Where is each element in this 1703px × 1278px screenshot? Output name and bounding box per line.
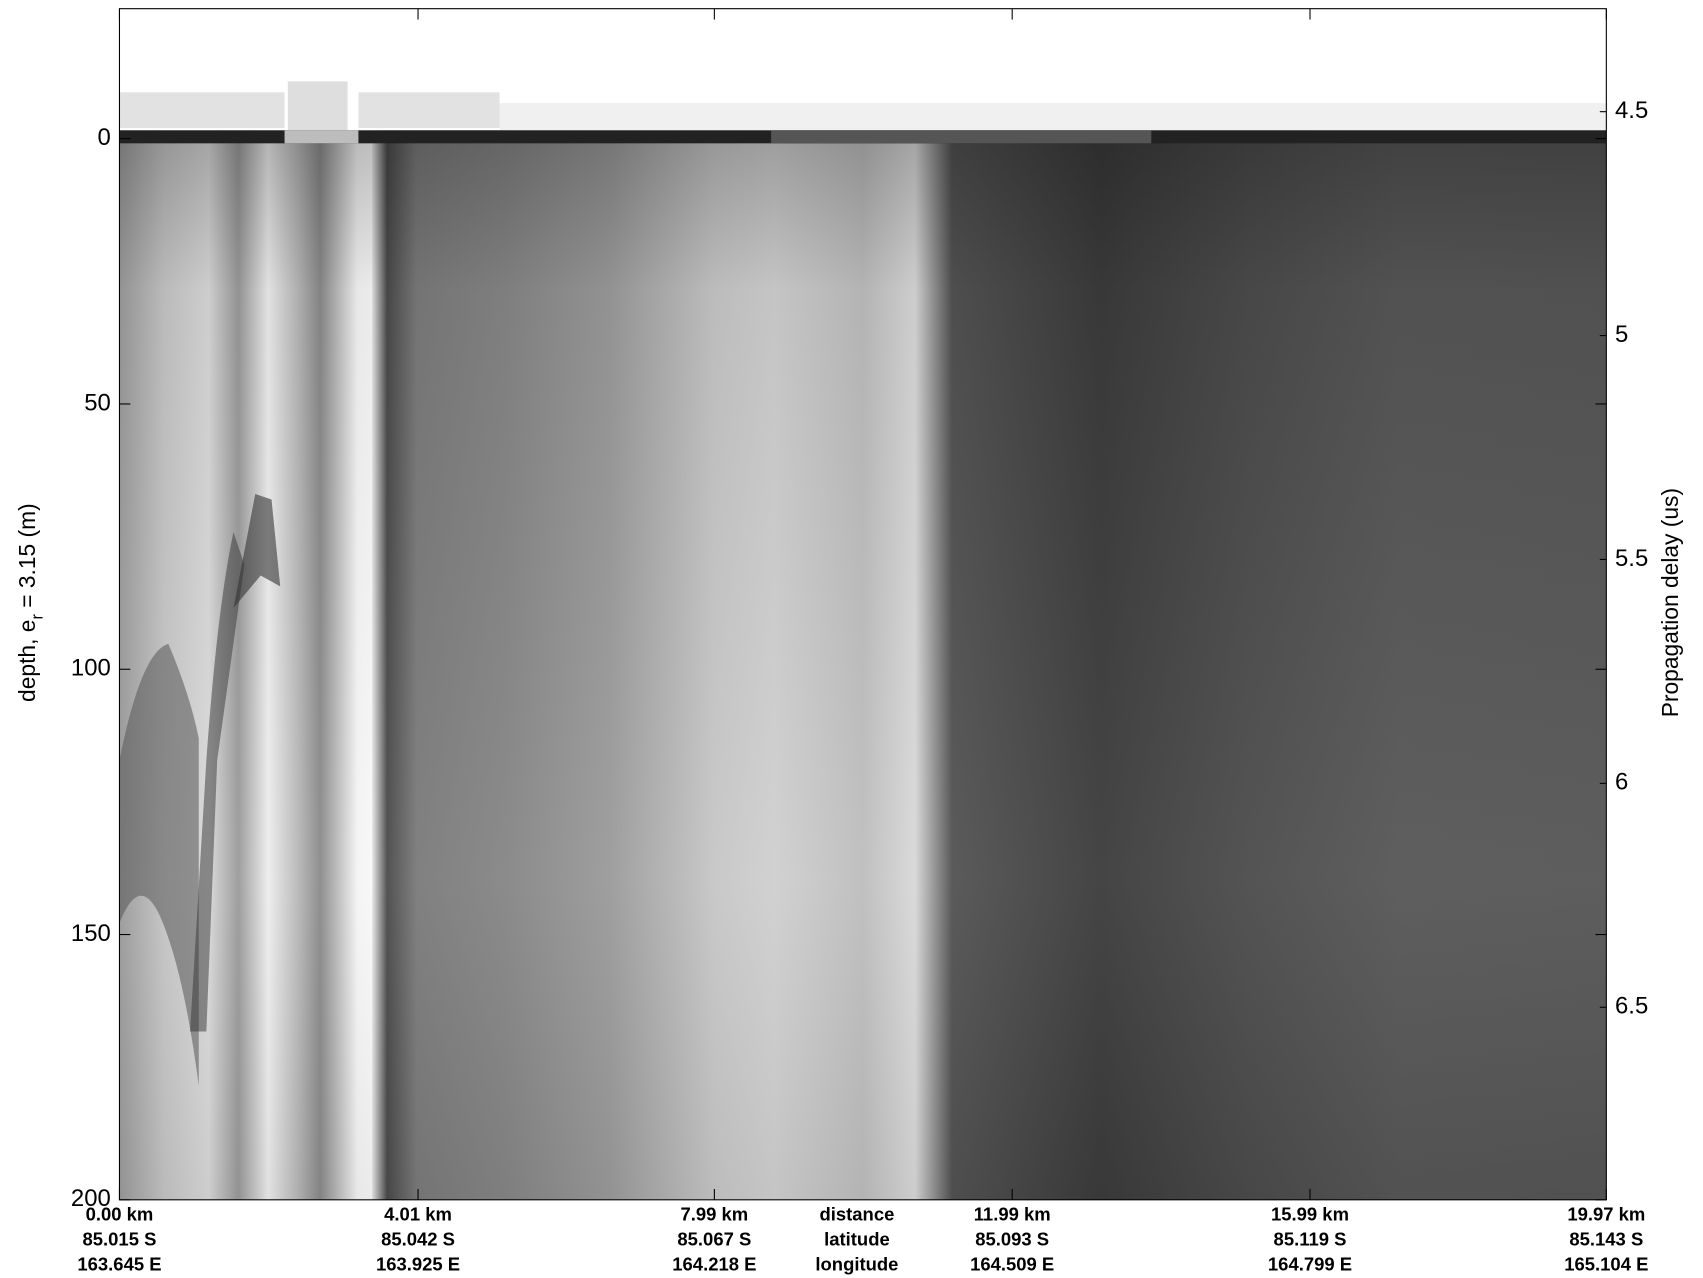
latitude-label: 85.119 S <box>1274 1228 1347 1249</box>
longitude-label: 163.645 E <box>77 1253 161 1274</box>
reflector <box>190 532 245 1032</box>
y-tick-label: 200 <box>71 1185 111 1212</box>
x-row-title: distance <box>819 1203 894 1224</box>
latitude-label: 85.015 S <box>83 1228 157 1249</box>
latitude-label: 85.143 S <box>1569 1228 1643 1249</box>
surface-clutter <box>358 92 500 129</box>
y2-tick-label: 5 <box>1615 321 1628 348</box>
plot-frame <box>118 8 1607 1201</box>
reflector <box>119 643 199 1086</box>
x-tick-label: 4.01 km <box>384 1203 452 1224</box>
y2-tick-label: 5.5 <box>1615 545 1648 572</box>
y2-axis-label: Propagation delay (us) <box>1657 488 1683 717</box>
x-tick-label: 15.99 km <box>1271 1203 1349 1224</box>
y-tick-label: 150 <box>71 920 111 947</box>
x-row-title: latitude <box>824 1228 890 1249</box>
surface-clutter <box>119 92 285 129</box>
x-tick-label: 19.97 km <box>1567 1203 1645 1224</box>
latitude-label: 85.067 S <box>677 1228 751 1249</box>
surface-return <box>771 130 1152 144</box>
longitude-label: 164.218 E <box>672 1253 756 1274</box>
latitude-label: 85.093 S <box>975 1228 1049 1249</box>
y2-tick-label: 6 <box>1615 769 1628 796</box>
latitude-label: 85.042 S <box>381 1228 455 1249</box>
y-label-subscript: r <box>28 614 46 620</box>
radargram-image <box>119 8 1608 1200</box>
y-tick-label: 0 <box>97 124 110 151</box>
longitude-label: 164.509 E <box>970 1253 1054 1274</box>
y-label-part: depth, e <box>14 620 40 702</box>
longitude-label: 163.925 E <box>376 1253 460 1274</box>
y2-tick-label: 4.5 <box>1615 97 1648 124</box>
x-tick-label: 7.99 km <box>681 1203 749 1224</box>
y-tick-label: 50 <box>84 389 111 416</box>
surface-clutter <box>499 103 1608 131</box>
longitude-label: 164.799 E <box>1268 1253 1352 1274</box>
surface-clutter <box>287 81 348 131</box>
x-tick-label: 0.00 km <box>86 1203 154 1224</box>
x-tick-label: 11.99 km <box>974 1203 1051 1224</box>
x-row-title: longitude <box>815 1253 898 1274</box>
radar-shading <box>119 130 1607 1200</box>
y-axis-label: depth, er = 3.15 (m) <box>14 503 47 702</box>
y-label-part: = 3.15 (m) <box>14 503 40 614</box>
y2-tick-label: 6.5 <box>1615 993 1648 1020</box>
y-tick-label: 100 <box>71 655 111 682</box>
longitude-label: 165.104 E <box>1564 1253 1648 1274</box>
reflector <box>233 494 281 609</box>
surface-return <box>284 130 359 144</box>
